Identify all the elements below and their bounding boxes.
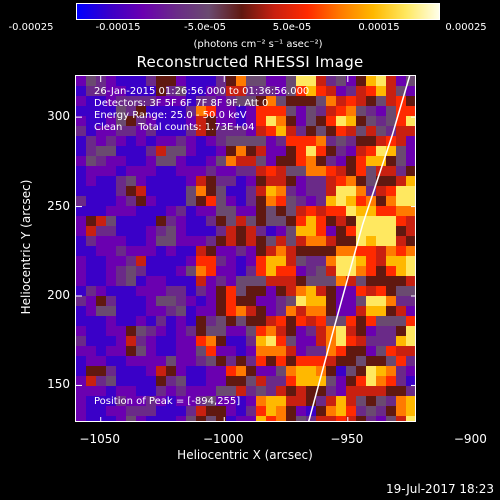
colorbar-tick-label: 0.00015 [358, 22, 400, 33]
info-time-range: 26-Jan-2015 01:26:56.000 to 01:36:56.000 [94, 86, 310, 97]
solar-limb-line [308, 76, 411, 421]
y-tick-label: 200 [47, 288, 70, 302]
info-peak-position: Position of Peak = [-894,255] [94, 396, 241, 407]
heatmap-cells [76, 76, 415, 421]
colorbar-tick-label: -5.0e-05 [184, 22, 226, 33]
colorbar-tick-label: -0.00025 [8, 22, 54, 33]
y-axis-label: Heliocentric Y (arcsec) [19, 179, 33, 315]
colorbar-tick-label: 0.00025 [445, 22, 487, 33]
y-tick-label: 300 [47, 109, 70, 124]
x-tick-label: −900 [453, 432, 487, 446]
x-tick-label: −950 [330, 432, 364, 446]
colorbar-units: (photons cm⁻² s⁻¹ asec⁻²) [193, 39, 323, 50]
timestamp-footer: 19-Jul-2017 18:23 [385, 482, 494, 496]
plot-title: Reconstructed RHESSI Image [136, 53, 364, 71]
info-clean-counts: Clean Total counts: 1.73E+04 [94, 122, 255, 133]
image-plot [75, 75, 416, 422]
info-energy-range: Energy Range: 25.0 - 50.0 keV [94, 110, 247, 121]
x-tick-label: −1050 [79, 432, 120, 446]
colorbar [76, 3, 440, 20]
info-detectors: Detectors: 3F 5F 6F 7F 8F 9F, Att 0 [94, 98, 269, 109]
y-tick-label: 250 [47, 198, 70, 213]
colorbar-tick-label: 5.0e-05 [272, 22, 312, 33]
colorbar-tick-label: -0.00015 [95, 22, 141, 33]
heatmap-canvas [76, 76, 415, 421]
x-tick-label: −1000 [202, 432, 244, 446]
y-tick-label: 150 [47, 377, 70, 392]
x-axis-label: Heliocentric X (arcsec) [177, 448, 313, 462]
